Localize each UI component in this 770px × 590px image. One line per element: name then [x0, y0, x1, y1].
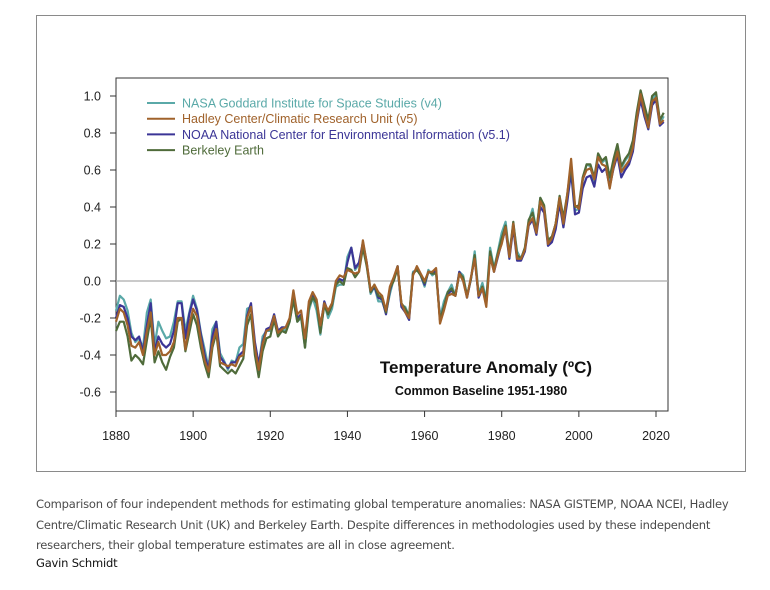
y-tick-label: 0.8	[84, 127, 101, 141]
chart-subtitle: Common Baseline 1951-1980	[395, 384, 567, 398]
chart-title: Temperature Anomaly (ºC)	[380, 358, 592, 377]
figure-credit: Gavin Schmidt	[36, 556, 118, 570]
temperature-anomaly-chart: 1880 1900 1920 1940 1960 1980 2000 2020 1.0 0.8 0…	[79, 77, 670, 443]
figure-caption: Comparison of four independent methods f…	[36, 497, 729, 552]
series-line-1	[114, 93, 665, 373]
legend-label: Hadley Center/Climatic Research Unit (v5…	[182, 112, 418, 126]
x-tick-label: 1940	[334, 429, 362, 443]
x-tick-label: 1900	[179, 429, 207, 443]
legend-label: NASA Goddard Institute for Space Studies…	[182, 97, 442, 111]
y-tick-label: 0.2	[84, 238, 101, 252]
figure-frame	[36, 15, 746, 472]
y-tick-label: -0.2	[79, 312, 101, 326]
y-tick-label: -0.6	[79, 386, 101, 400]
plot-area	[115, 77, 669, 412]
x-tick-label: 2020	[642, 429, 670, 443]
x-tick-label: 1960	[411, 429, 439, 443]
y-tick-label: 0.6	[84, 164, 101, 178]
y-tick-label: 0.4	[84, 201, 101, 215]
legend-label: Berkeley Earth	[182, 144, 264, 158]
y-tick-label: 1.0	[84, 90, 101, 104]
x-tick-label: 1980	[488, 429, 516, 443]
y-tick-label: 0.0	[84, 275, 101, 289]
x-tick-label: 2000	[565, 429, 593, 443]
x-tick-label: 1920	[256, 429, 284, 443]
x-tick-label: 1880	[102, 429, 130, 443]
legend-label: NOAA National Center for Environmental I…	[182, 128, 510, 142]
y-tick-label: -0.4	[79, 349, 101, 363]
